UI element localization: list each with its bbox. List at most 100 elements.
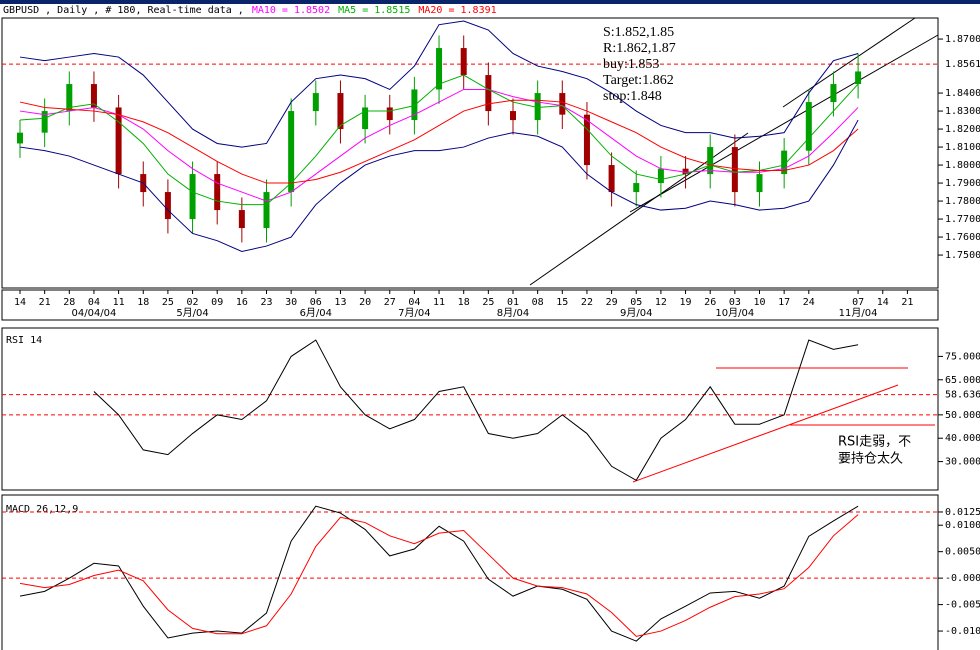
x-tick-label: 12 bbox=[655, 297, 667, 308]
x-tick-label: 24 bbox=[803, 297, 815, 308]
candle-body bbox=[485, 75, 492, 112]
y-tick-label: 1.8400 bbox=[945, 88, 980, 99]
x-tick-label: 27 bbox=[384, 297, 396, 308]
y-tick-label: -0.0000 bbox=[945, 573, 980, 584]
candle-body bbox=[411, 89, 418, 121]
x-tick-label: 08 bbox=[532, 297, 544, 308]
y-tick-label: 40.000 bbox=[945, 433, 980, 444]
candle-body bbox=[805, 102, 812, 151]
candle-body bbox=[17, 132, 23, 144]
month-label: 04/04/04 bbox=[71, 308, 116, 319]
candle-body bbox=[214, 174, 221, 211]
y-tick-label: 50.000 bbox=[945, 410, 980, 421]
y-tick-label: 0.0125 bbox=[945, 507, 980, 518]
trend-line bbox=[782, 17, 916, 108]
y-tick-label: 0.0100 bbox=[945, 520, 980, 531]
plot bbox=[2, 339, 938, 481]
candle-body bbox=[90, 84, 97, 108]
candle-body bbox=[707, 147, 714, 175]
candle-body bbox=[608, 165, 615, 193]
x-tick-label: 11 bbox=[113, 297, 125, 308]
annotation: 要持仓太久 bbox=[838, 452, 903, 467]
x-axis-frame bbox=[1, 289, 939, 321]
x-tick-label: 01 bbox=[507, 297, 519, 308]
series-line bbox=[19, 20, 859, 148]
candle-body bbox=[436, 48, 443, 90]
annotation: RSI走弱，不 bbox=[838, 435, 911, 450]
x-tick-label: 21 bbox=[39, 297, 51, 308]
candle-body bbox=[731, 147, 738, 193]
header: GBPUSD , Daily , # 180, Real-time data ,… bbox=[3, 5, 497, 16]
candle-body bbox=[115, 107, 122, 175]
annotation: R:1.862,1.87 bbox=[603, 41, 676, 56]
candle-body bbox=[781, 150, 788, 175]
candle-body bbox=[288, 111, 295, 193]
x-tick-label: 06 bbox=[310, 297, 322, 308]
x-tick-label: 10 bbox=[753, 297, 765, 308]
rsi-trend-lines bbox=[632, 367, 935, 483]
x-tick-label: 17 bbox=[778, 297, 790, 308]
legend-entry: MA10 = 1.8502 bbox=[252, 5, 330, 16]
candle-body bbox=[41, 111, 48, 133]
ref-label: 1.8561 bbox=[945, 59, 980, 70]
price-frame bbox=[1, 17, 939, 289]
panel-title: MACD 26,12,9 bbox=[6, 504, 78, 515]
x-tick-label: 02 bbox=[187, 297, 199, 308]
candle-body bbox=[189, 174, 196, 220]
x-tick-label: 14 bbox=[14, 297, 26, 308]
candle-body bbox=[263, 192, 270, 229]
macd-frame bbox=[1, 494, 939, 650]
candle-body bbox=[510, 111, 516, 121]
candle-body bbox=[460, 48, 467, 76]
y-tick-label: 75.000 bbox=[945, 351, 980, 362]
y-tick-label: 1.7500 bbox=[945, 250, 980, 261]
trend-line bbox=[529, 132, 749, 286]
x-tick-label: 29 bbox=[606, 297, 618, 308]
month-label: 6月/04 bbox=[300, 307, 332, 319]
annotation: stop:1.848 bbox=[603, 89, 662, 104]
plot bbox=[2, 505, 938, 642]
candle-body bbox=[362, 107, 369, 130]
y-tick-label: 1.7900 bbox=[945, 178, 980, 189]
trend-line bbox=[632, 384, 899, 483]
legend-entry: MA20 = 1.8391 bbox=[418, 5, 496, 16]
series-line bbox=[19, 88, 859, 202]
candle-body bbox=[682, 168, 689, 175]
candle-body bbox=[164, 192, 171, 220]
plot bbox=[2, 20, 938, 252]
candle-body bbox=[386, 107, 393, 121]
month-label: 9月/04 bbox=[620, 307, 652, 319]
annotation: S:1.852,1.85 bbox=[603, 25, 674, 40]
x-tick-label: 26 bbox=[704, 297, 716, 308]
series-line bbox=[19, 119, 859, 252]
ref-label: 58.6364 bbox=[945, 390, 980, 401]
y-tick-label: 1.8000 bbox=[945, 160, 980, 171]
x-tick-label: 28 bbox=[63, 297, 75, 308]
header-title: GBPUSD , Daily , # 180, Real-time data , bbox=[3, 5, 244, 16]
y-tick-label: 30.000 bbox=[945, 457, 980, 468]
title-bar bbox=[0, 0, 980, 4]
x-tick-label: 03 bbox=[729, 297, 741, 308]
panel-title: RSI 14 bbox=[6, 335, 42, 346]
x-tick-label: 09 bbox=[211, 297, 223, 308]
x-tick-label: 04 bbox=[88, 297, 100, 308]
series-line bbox=[19, 99, 859, 184]
y-tick-label: 65.000 bbox=[945, 375, 980, 386]
y-tick-label: -0.0050 bbox=[945, 600, 980, 611]
x-tick-label: 25 bbox=[162, 297, 174, 308]
candle-body bbox=[756, 174, 763, 193]
legend-entry: MA5 = 1.8515 bbox=[338, 5, 410, 16]
rsi-frame bbox=[1, 327, 939, 491]
y-tick-label: 1.8100 bbox=[945, 142, 980, 153]
x-tick-label: 20 bbox=[359, 297, 371, 308]
series-line bbox=[19, 514, 859, 637]
y-tick-label: 1.7600 bbox=[945, 232, 980, 243]
candle-body bbox=[583, 114, 590, 166]
y-tick-label: 0.0050 bbox=[945, 547, 980, 558]
x-tick-label: 11 bbox=[433, 297, 445, 308]
x-tick-label: 18 bbox=[458, 297, 470, 308]
annotation: Target:1.862 bbox=[603, 73, 674, 88]
candle-body bbox=[312, 93, 319, 112]
candle-body bbox=[238, 210, 245, 229]
